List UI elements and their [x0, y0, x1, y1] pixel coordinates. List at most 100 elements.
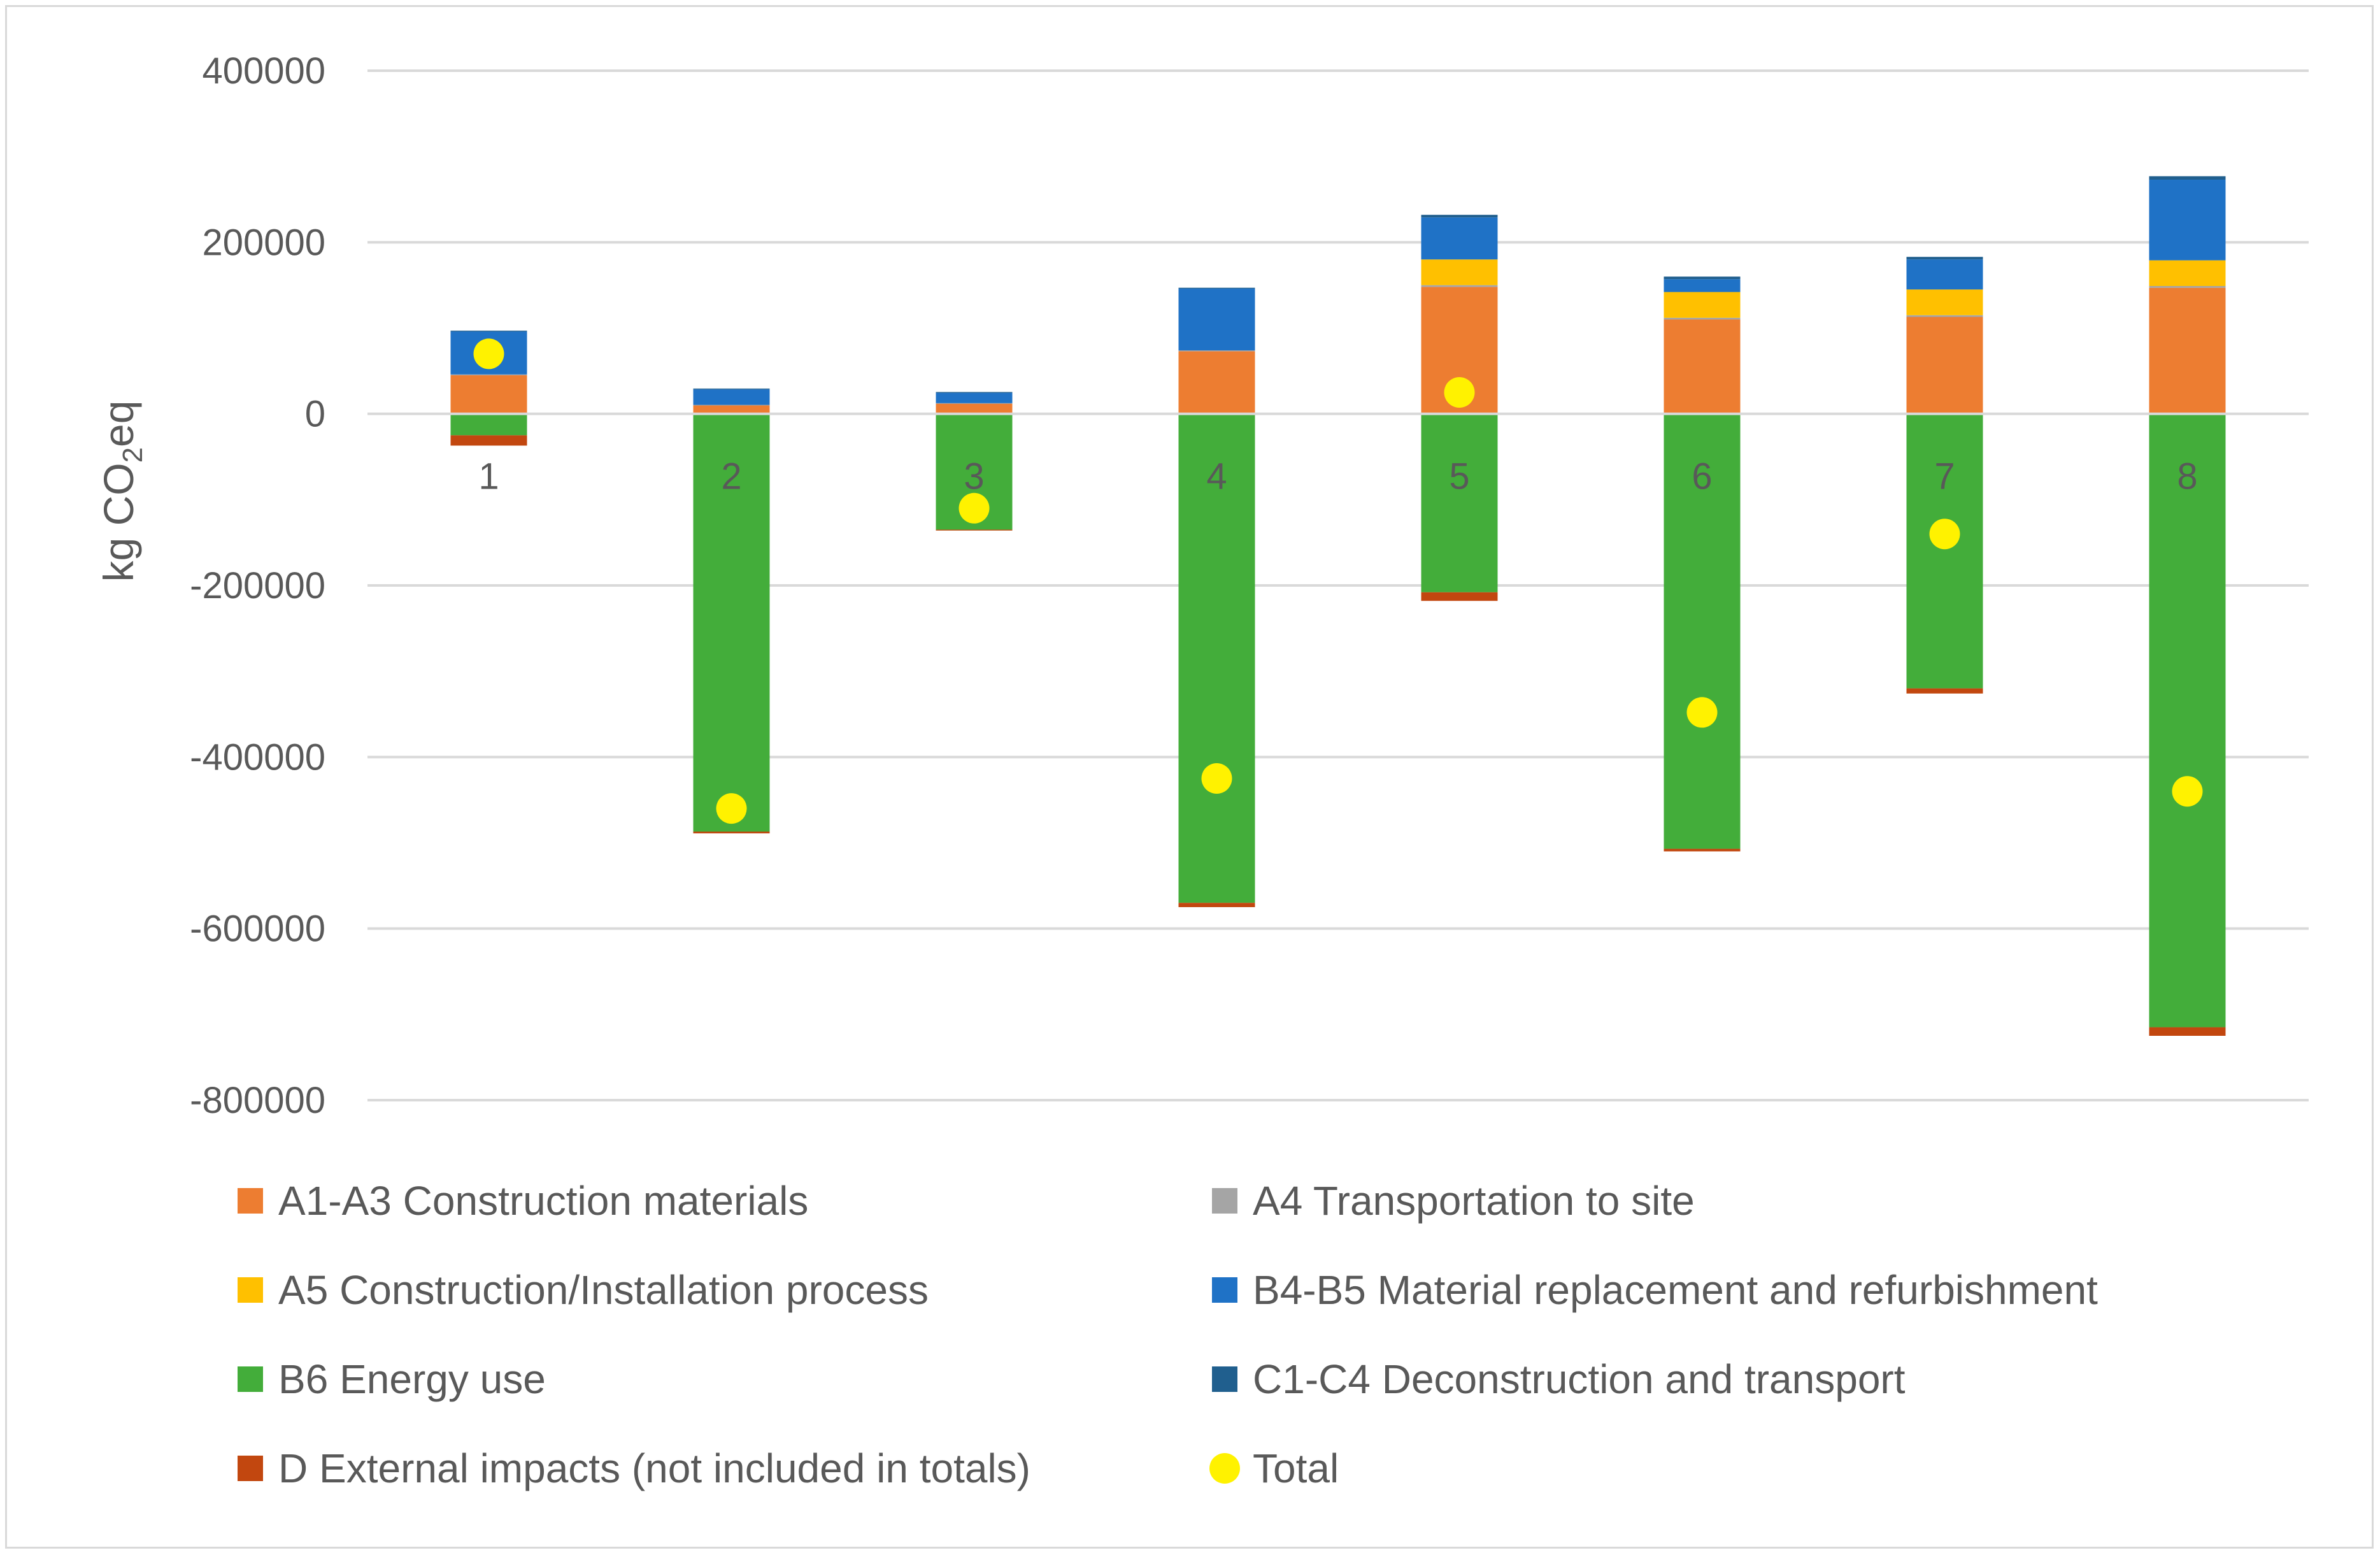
bar-segment: [1906, 289, 1983, 315]
category-labels: 1 2 3 4 5 6 7 8: [478, 456, 2197, 498]
bar-segment: [936, 403, 1013, 404]
category-label: 4: [1206, 456, 1227, 498]
gridlines: [367, 69, 2309, 1101]
bar-segment: [936, 392, 1013, 403]
total-point: [958, 492, 990, 524]
legend-label: D External impacts (not included in tota…: [278, 1445, 1030, 1491]
bar-segment: [1421, 215, 1498, 218]
bars: [450, 176, 2226, 1036]
legend-label: A5 Construction/Installation process: [278, 1267, 929, 1313]
category-label: 5: [1449, 456, 1469, 498]
total-point: [1929, 519, 1960, 550]
bar-segment: [936, 403, 1013, 414]
y-tick-label: -800000: [190, 1080, 325, 1121]
total-point: [473, 338, 504, 369]
bar-segment: [2149, 413, 2226, 1028]
bar-segment: [1421, 413, 1498, 592]
bar-segment: [1664, 279, 1741, 292]
legend-label: Total: [1253, 1445, 1339, 1491]
bar-segment: [1906, 315, 1983, 317]
bar-segment: [2149, 286, 2226, 288]
bar-segment: [2149, 180, 2226, 261]
legend-swatch: [238, 1277, 263, 1303]
bar-segment: [1178, 413, 1255, 903]
bar-segment: [693, 405, 770, 406]
bar-segment: [1664, 413, 1741, 849]
y-tick-label: -200000: [190, 565, 325, 606]
legend-label: A1-A3 Construction materials: [278, 1178, 808, 1224]
bar-segment: [693, 413, 770, 832]
bar-segment: [2149, 287, 2226, 414]
y-tick-label: -400000: [190, 736, 325, 778]
bar-segment: [2149, 176, 2226, 180]
legend-item: B4-B5 Material replacement and refurbish…: [1212, 1267, 2098, 1313]
legend-item: D External impacts (not included in tota…: [238, 1445, 1030, 1491]
y-tick-label: 200000: [202, 222, 325, 263]
bar-segment: [1421, 592, 1498, 601]
y-axis-title-sub: 2: [117, 447, 148, 462]
legend-swatch: [1212, 1366, 1237, 1392]
legend-swatch: [238, 1456, 263, 1481]
bar-segment: [1664, 276, 1741, 280]
legend-item: A4 Transportation to site: [1212, 1178, 1695, 1224]
bar-segment: [1664, 319, 1741, 414]
total-point: [1686, 697, 1718, 728]
total-point: [1201, 763, 1232, 794]
legend: A1-A3 Construction materials A4 Transport…: [238, 1178, 2098, 1491]
legend-item: Total: [1209, 1445, 1339, 1491]
y-tick-label: -600000: [190, 908, 325, 950]
bar-segment: [1906, 257, 1983, 260]
y-tick-label: 400000: [202, 50, 325, 92]
bar-segment: [450, 375, 527, 414]
bar-segment: [693, 831, 770, 834]
bar-segment: [1421, 217, 1498, 260]
bar-segment: [1421, 259, 1498, 285]
bar-segment: [450, 413, 527, 436]
legend-label: B4-B5 Material replacement and refurbish…: [1253, 1267, 2098, 1313]
bar-segment: [1178, 287, 1255, 289]
bar-segment: [2149, 1027, 2226, 1036]
bar-segment: [693, 405, 770, 414]
legend-swatch: [1209, 1453, 1240, 1484]
y-axis-title-main: kg CO: [95, 462, 142, 582]
bar-segment: [693, 389, 770, 405]
legend-item: A5 Construction/Installation process: [238, 1267, 929, 1313]
y-tick-label: 0: [305, 394, 325, 435]
total-markers: [473, 338, 2203, 824]
bar-segment: [1664, 292, 1741, 318]
chart-frame: 400000 200000 0 -200000 -400000 -600000 -80000…: [5, 5, 2374, 1549]
legend-label: A4 Transportation to site: [1253, 1178, 1695, 1224]
total-point: [2172, 776, 2203, 807]
legend-item: B6 Energy use: [238, 1356, 546, 1402]
bar-segment: [936, 529, 1013, 531]
legend-item: C1-C4 Deconstruction and transport: [1212, 1356, 1906, 1402]
stacked-bar-chart: 400000 200000 0 -200000 -400000 -600000 -80000…: [95, 50, 2309, 1491]
bar-segment: [2149, 260, 2226, 287]
category-label: 2: [721, 456, 741, 498]
legend-label: C1-C4 Deconstruction and transport: [1253, 1356, 1906, 1402]
y-axis-title: kg CO2eq: [95, 401, 148, 582]
legend-swatch: [238, 1188, 263, 1214]
bar-segment: [1178, 289, 1255, 351]
total-point: [1444, 377, 1475, 408]
category-label: 8: [2177, 456, 2197, 498]
category-label: 7: [1934, 456, 1955, 498]
category-label: 6: [1692, 456, 1712, 498]
bar-segment: [1178, 350, 1255, 352]
bar-segment: [1178, 903, 1255, 907]
legend-item: A1-A3 Construction materials: [238, 1178, 808, 1224]
y-axis-title-tail: eq: [95, 401, 142, 447]
bar-segment: [1906, 413, 1983, 689]
y-axis-ticks: 400000 200000 0 -200000 -400000 -600000 -80000…: [190, 50, 325, 1121]
bar-segment: [1664, 317, 1741, 320]
category-label: 3: [964, 456, 984, 498]
category-label: 1: [478, 456, 499, 498]
bar-segment: [1906, 259, 1983, 290]
total-point: [716, 793, 747, 824]
legend-label: B6 Energy use: [278, 1356, 546, 1402]
bar-segment: [450, 435, 527, 446]
legend-swatch: [1212, 1277, 1237, 1303]
bar-segment: [1178, 351, 1255, 414]
bar-segment: [1906, 688, 1983, 694]
legend-swatch: [1212, 1188, 1237, 1214]
